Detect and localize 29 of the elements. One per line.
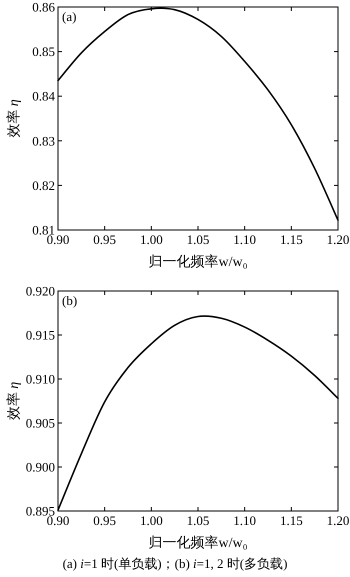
x-tick-label: 1.20 bbox=[326, 232, 350, 247]
x-tick-label: 1.20 bbox=[326, 513, 350, 528]
y-tick-label: 0.915 bbox=[26, 328, 55, 342]
x-tick-label: 1.05 bbox=[186, 513, 210, 528]
annotation: (b) bbox=[62, 293, 78, 308]
x-tick-label: 0.95 bbox=[93, 513, 116, 528]
x-axis-title: 归一化频率w/w₀ bbox=[148, 535, 248, 551]
x-tick-label: 1.05 bbox=[186, 232, 210, 247]
x-tick-label: 1.00 bbox=[140, 513, 163, 528]
x-tick-label: 0.95 bbox=[93, 232, 116, 247]
y-tick-label: 0.910 bbox=[26, 372, 55, 386]
annotation: (a) bbox=[62, 9, 76, 24]
x-tick-label: 1.10 bbox=[233, 513, 256, 528]
x-tick-label: 1.15 bbox=[280, 513, 303, 528]
y-axis-title: 效率 η bbox=[6, 99, 22, 138]
y-axis-title: 效率 η bbox=[6, 382, 22, 420]
y-tick-label: 0.900 bbox=[26, 460, 55, 474]
y-tick-label: 0.920 bbox=[26, 284, 55, 298]
x-axis-title: 归一化频率w/w₀ bbox=[148, 254, 248, 270]
y-tick-label: 0.905 bbox=[26, 416, 55, 430]
y-tick-label: 0.82 bbox=[32, 178, 55, 193]
text: (a) i=1 时(单负载)；(b) i=1, 2 时(多负载) bbox=[62, 556, 288, 571]
y-tick-label: 0.85 bbox=[32, 44, 55, 60]
y-tick-label: 0.84 bbox=[32, 88, 56, 104]
y-tick-label: 0.83 bbox=[32, 133, 55, 148]
x-tick-label: 1.10 bbox=[233, 232, 256, 247]
x-tick-label: 1.15 bbox=[280, 232, 303, 247]
x-tick-label: 1.00 bbox=[140, 232, 163, 247]
y-tick-label: 0.86 bbox=[32, 0, 56, 14]
